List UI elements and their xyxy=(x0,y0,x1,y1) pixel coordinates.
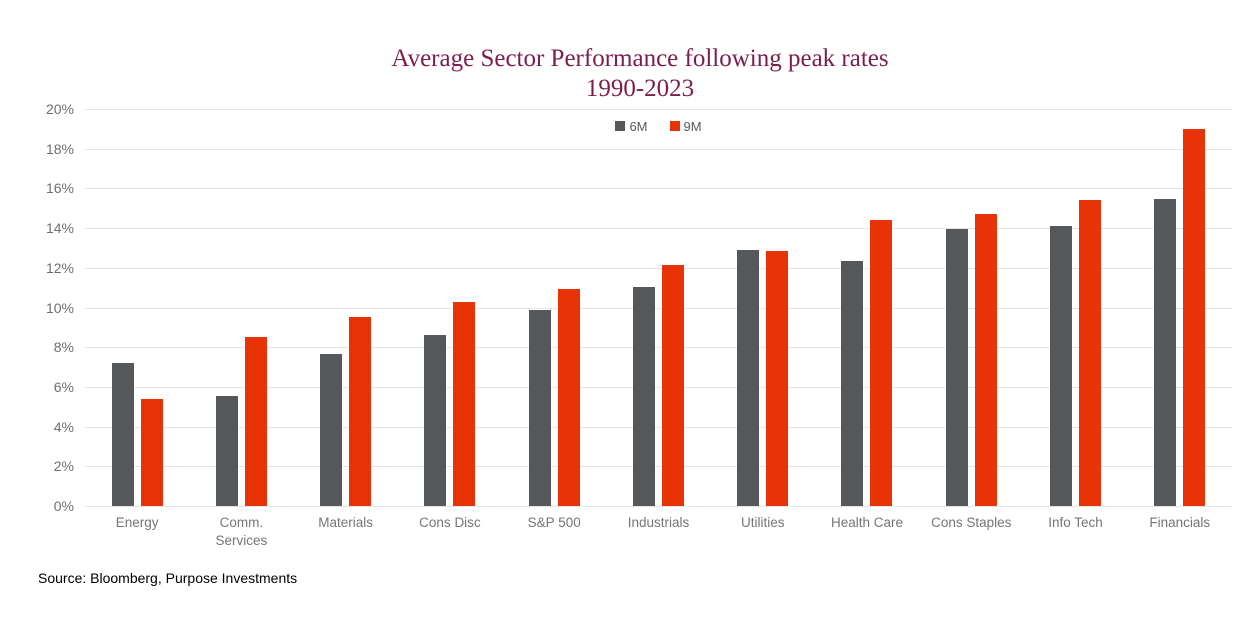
legend-swatch-icon xyxy=(615,121,626,131)
x-category-cons-staples: Cons Staples xyxy=(919,514,1023,550)
x-category-label: Energy xyxy=(115,515,159,530)
legend-swatch-icon xyxy=(669,121,680,131)
y-tick-label-12pct: 12% xyxy=(45,259,74,276)
x-category-cons-disc: Cons Disc xyxy=(398,514,502,550)
gridline-20pct xyxy=(85,109,1232,110)
bar-6m-utilities xyxy=(737,249,760,506)
chart-title-line1: Average Sector Performance following pea… xyxy=(391,45,889,72)
y-tick-label-18pct: 18% xyxy=(45,140,74,157)
bar-series-container xyxy=(85,109,1232,506)
x-category-industrials: Industrials xyxy=(606,514,710,550)
y-tick-label-16pct: 16% xyxy=(45,180,74,197)
bar-group-health-care xyxy=(815,109,919,506)
bar-6m-s-p-500 xyxy=(528,310,551,506)
bar-6m-cons-staples xyxy=(945,229,968,506)
x-category-label: Info Tech xyxy=(1048,515,1103,530)
chart-title-line2: 1990-2023 xyxy=(585,75,695,102)
x-category-s-p-500: S&P 500 xyxy=(502,514,606,550)
y-tick-label-20pct: 20% xyxy=(45,101,74,117)
bar-group-comm-services xyxy=(189,109,293,506)
bar-6m-materials xyxy=(320,354,343,506)
legend-label: 6M xyxy=(629,118,648,134)
x-category-utilities: Utilities xyxy=(711,514,815,550)
gridline-0pct xyxy=(85,506,1232,507)
x-category-label: Cons Disc xyxy=(419,515,481,530)
bar-group-financials xyxy=(1128,109,1232,506)
gridline-6pct xyxy=(85,386,1232,388)
bar-9m-health-care xyxy=(870,220,893,506)
chart-title: Average Sector Performance following pea… xyxy=(26,44,1254,104)
bar-9m-industrials xyxy=(661,264,684,506)
x-axis: Energy Comm. Services Materials Cons Disc S&… xyxy=(85,514,1232,550)
x-category-health-care: Health Care xyxy=(815,514,919,550)
bar-9m-financials xyxy=(1183,128,1206,506)
x-category-label: Health Care xyxy=(830,515,904,530)
x-category-label: Cons Staples xyxy=(931,515,1012,530)
bar-6m-industrials xyxy=(632,286,655,506)
bar-9m-cons-staples xyxy=(974,214,997,506)
gridline-16pct xyxy=(85,188,1232,190)
y-axis: 0% 2% 4% 6% 8% 10% 12% 14% 16% 18% 20% xyxy=(0,101,74,514)
legend: 6M 9M xyxy=(85,116,1232,136)
bar-group-cons-disc xyxy=(398,109,502,506)
x-category-comm-services: Comm. Services xyxy=(189,514,293,550)
y-tick-label-8pct: 8% xyxy=(53,339,74,356)
bar-group-s-p-500 xyxy=(502,109,606,506)
bar-6m-comm-services xyxy=(215,395,238,506)
x-category-label: Materials xyxy=(318,515,374,530)
gridline-10pct xyxy=(85,307,1232,309)
bar-9m-materials xyxy=(349,317,372,506)
bar-9m-cons-disc xyxy=(453,301,476,506)
source-note: Source: Bloomberg, Purpose Investments xyxy=(38,570,298,586)
y-tick-label-14pct: 14% xyxy=(45,220,74,237)
bar-9m-info-tech xyxy=(1079,200,1102,506)
legend-label: 9M xyxy=(683,118,702,134)
bar-group-industrials xyxy=(606,109,710,506)
x-category-info-tech: Info Tech xyxy=(1023,514,1127,550)
y-tick-label-0pct: 0% xyxy=(53,498,74,514)
y-tick-label-6pct: 6% xyxy=(53,378,74,395)
gridline-14pct xyxy=(85,228,1232,230)
x-category-label: S&P 500 xyxy=(527,515,581,530)
bar-group-materials xyxy=(294,109,398,506)
gridline-12pct xyxy=(85,267,1232,269)
bar-6m-health-care xyxy=(841,260,864,506)
bar-group-utilities xyxy=(711,109,815,506)
gridline-2pct xyxy=(85,466,1232,468)
x-category-label: Financials xyxy=(1149,515,1211,530)
gridline-4pct xyxy=(85,426,1232,428)
bar-9m-s-p-500 xyxy=(557,288,580,506)
bar-group-cons-staples xyxy=(919,109,1023,506)
x-category-financials: Financials xyxy=(1128,514,1232,550)
bar-6m-financials xyxy=(1154,199,1177,506)
gridline-8pct xyxy=(85,347,1232,349)
legend-item-6m: 6M xyxy=(615,118,648,134)
x-category-energy: Energy xyxy=(85,514,189,550)
bar-9m-energy xyxy=(140,398,163,506)
y-tick-label-2pct: 2% xyxy=(53,458,74,475)
x-category-label: Industrials xyxy=(627,515,690,530)
legend-item-9m: 9M xyxy=(669,118,702,134)
bar-9m-comm-services xyxy=(244,337,267,506)
y-tick-label-4pct: 4% xyxy=(53,418,74,435)
bar-6m-cons-disc xyxy=(424,335,447,506)
x-category-label: Utilities xyxy=(740,515,785,530)
bar-6m-info-tech xyxy=(1050,226,1073,506)
x-category-materials: Materials xyxy=(294,514,398,550)
x-category-label: Comm. Services xyxy=(215,515,268,549)
y-tick-label-10pct: 10% xyxy=(45,299,74,316)
bar-group-info-tech xyxy=(1023,109,1127,506)
plot-area xyxy=(85,109,1232,507)
bar-6m-energy xyxy=(111,363,134,506)
bar-group-energy xyxy=(85,109,189,506)
gridline-18pct xyxy=(85,148,1232,150)
bar-9m-utilities xyxy=(766,250,789,506)
